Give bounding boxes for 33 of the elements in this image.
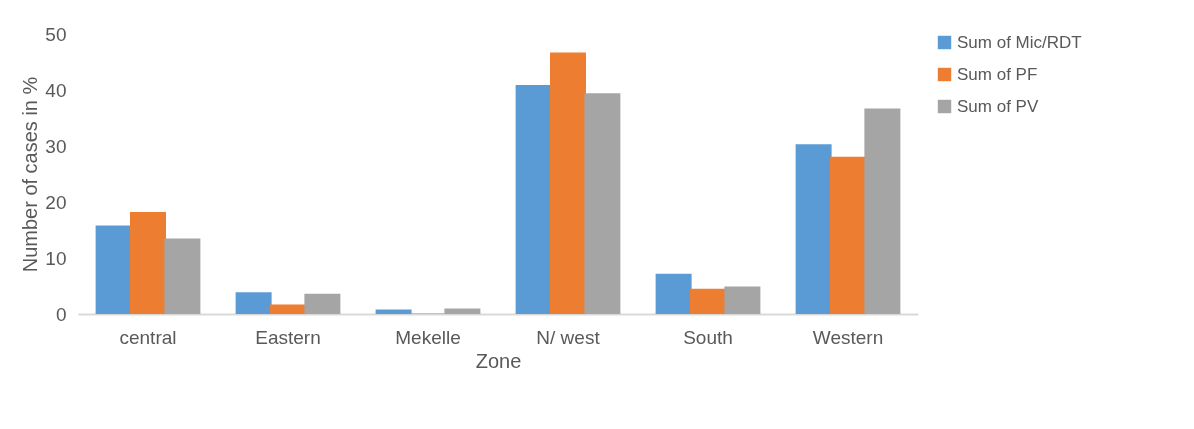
- bar: [515, 84, 552, 314]
- bar: [164, 238, 201, 314]
- bar: [304, 293, 341, 314]
- x-tick-label: South: [683, 326, 733, 348]
- y-tick-label: 50: [45, 23, 67, 45]
- x-tick-label: central: [119, 326, 177, 348]
- y-tick-label: 10: [45, 247, 67, 269]
- bar: [864, 108, 901, 314]
- bar: [795, 144, 832, 314]
- legend-label: Sum of Mic/RDT: [957, 32, 1082, 52]
- x-tick-label: Mekelle: [395, 326, 461, 348]
- x-axis-title: Zone: [475, 349, 522, 372]
- y-tick-label: 20: [45, 191, 67, 213]
- bar: [690, 288, 726, 314]
- bar: [830, 156, 866, 314]
- x-tick-label: Western: [812, 326, 884, 348]
- y-tick-label: 30: [45, 135, 67, 157]
- bar: [550, 52, 586, 314]
- y-axis-title: Number of cases in %: [19, 76, 42, 273]
- legend-label: Sum of PF: [957, 64, 1038, 84]
- bar: [655, 273, 692, 314]
- bar: [584, 93, 621, 314]
- y-tick-label: 0: [55, 303, 67, 325]
- x-tick-label: Eastern: [255, 326, 321, 348]
- bar: [235, 292, 272, 314]
- y-tick-label: 40: [45, 79, 67, 101]
- bar: [724, 286, 761, 314]
- bar: [130, 212, 166, 314]
- bar: [444, 308, 481, 314]
- bar: [95, 225, 132, 314]
- legend-label: Sum of PV: [957, 96, 1039, 116]
- x-tick-label: N/ west: [536, 326, 601, 348]
- bar: [270, 304, 306, 314]
